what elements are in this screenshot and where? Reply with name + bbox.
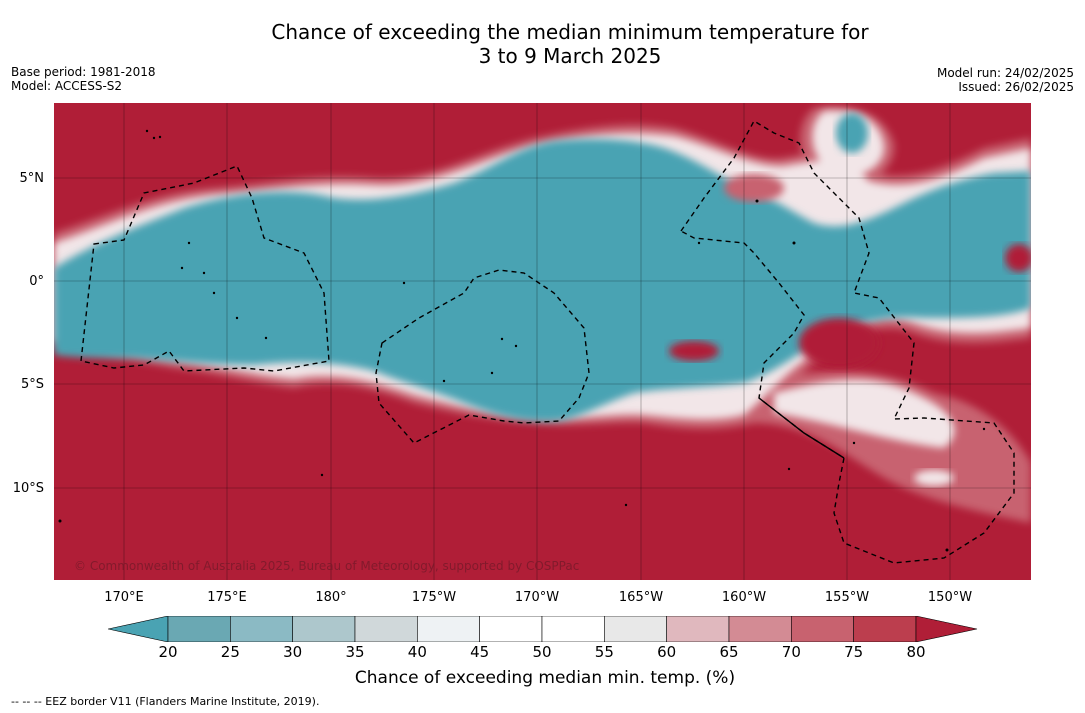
- lon-label-155w: 155°W: [824, 590, 870, 605]
- islands: [58, 129, 986, 552]
- warm-patch-4: [1005, 244, 1031, 272]
- copyright-text: © Commonwealth of Australia 2025, Bureau…: [74, 559, 579, 573]
- colorbar-cell-7: [604, 616, 667, 642]
- light-patch-south: [914, 470, 954, 486]
- colorbar-tick-50: 50: [532, 643, 552, 661]
- cool-anomaly-band: [54, 139, 1031, 422]
- graticule: [54, 103, 1031, 580]
- title-line-1: Chance of exceeding the median minimum t…: [271, 20, 869, 44]
- warm-patch-1: [724, 174, 784, 202]
- colorbar-cell-0: [167, 616, 231, 642]
- lon-label-175w: 175°W: [411, 590, 457, 605]
- colorbar: [108, 616, 978, 642]
- colorbar-cell-4: [417, 616, 480, 642]
- lon-label-175e: 175°E: [207, 590, 247, 605]
- title-line-2: 3 to 9 March 2025: [478, 44, 662, 68]
- colorbar-tick-65: 65: [719, 643, 739, 661]
- map-panel: © Commonwealth of Australia 2025, Bureau…: [54, 103, 1031, 580]
- model-run: Model run: 24/02/2025: [936, 66, 1074, 80]
- colorbar-cell-10: [791, 616, 854, 642]
- lon-label-165w: 165°W: [618, 590, 664, 605]
- colorbar-cell-9: [728, 616, 792, 642]
- colorbar-tick-60: 60: [657, 643, 677, 661]
- meta-left: Base period: 1981-2018 Model: ACCESS-S2: [11, 65, 156, 93]
- cool-patch-north: [836, 113, 868, 153]
- eez-note: -- -- -- EEZ border V11 (Flanders Marine…: [11, 695, 320, 708]
- lon-label-180: 180°: [315, 590, 347, 605]
- colorbar-tick-35: 35: [345, 643, 365, 661]
- colorbar-cell-11: [853, 616, 917, 642]
- colorbar-tick-55: 55: [594, 643, 614, 661]
- colorbar-tick-20: 20: [158, 643, 178, 661]
- colorbar-low-extension: [108, 616, 169, 642]
- lat-label-10s: 10°S: [12, 481, 44, 496]
- lon-label-170e: 170°E: [104, 590, 144, 605]
- chart-title: Chance of exceeding the median minimum t…: [0, 20, 1085, 68]
- colorbar-cell-6: [541, 616, 605, 642]
- issued-date: Issued: 26/02/2025: [958, 80, 1074, 94]
- colorbar-title: Chance of exceeding median min. temp. (%…: [354, 668, 736, 688]
- meta-right: Model run: 24/02/2025 Issued: 26/02/2025: [937, 66, 1074, 94]
- model-name: Model: ACCESS-S2: [11, 79, 123, 93]
- base-period: Base period: 1981-2018: [11, 65, 156, 79]
- lon-label-170w: 170°W: [514, 590, 560, 605]
- warm-patch-2: [669, 341, 719, 361]
- colorbar-tick-70: 70: [781, 643, 801, 661]
- lat-label-5s: 5°S: [20, 377, 44, 392]
- eez-borders: [80, 120, 1015, 564]
- lon-label-150w: 150°W: [927, 590, 973, 605]
- colorbar-cell-1: [230, 616, 293, 642]
- colorbar-cell-2: [292, 616, 356, 642]
- lon-label-160w: 160°W: [721, 590, 767, 605]
- colorbar-tick-45: 45: [470, 643, 490, 661]
- colorbar-tick-80: 80: [906, 643, 926, 661]
- colorbar-cell-5: [479, 616, 543, 642]
- colorbar-tick-75: 75: [844, 643, 864, 661]
- boundary-line: [758, 397, 845, 459]
- colorbar-tick-30: 30: [283, 643, 303, 661]
- warm-patch-3: [799, 318, 879, 368]
- colorbar-tick-25: 25: [220, 643, 240, 661]
- colorbar-tick-40: 40: [407, 643, 427, 661]
- colorbar-cell-8: [666, 616, 730, 642]
- colorbar-high-extension: [915, 616, 978, 642]
- lat-label-0: 0°: [29, 274, 44, 289]
- lat-label-5n: 5°N: [19, 171, 45, 186]
- colorbar-cell-3: [354, 616, 418, 642]
